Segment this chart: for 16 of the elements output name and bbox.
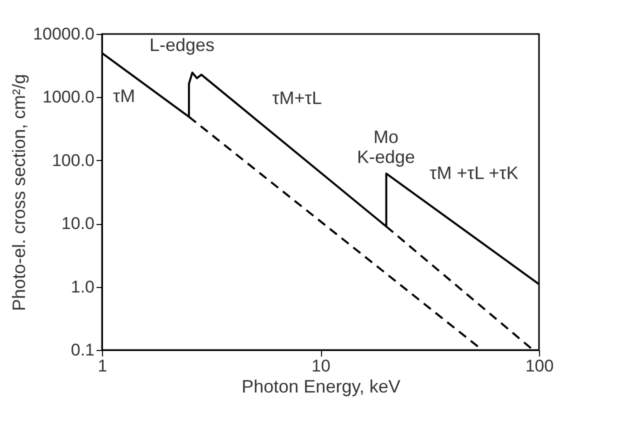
y-tick-label: 0.1: [70, 340, 94, 360]
y-tick-label: 10000.0: [33, 24, 94, 44]
x-tick-label: 1: [98, 356, 108, 376]
annotation: τM+τL: [272, 88, 322, 108]
x-tick-label: 10: [312, 356, 330, 376]
y-tick-label: 1000.0: [42, 88, 94, 107]
y-tick-label: 100.0: [52, 150, 94, 170]
x-tick-label: 100: [525, 356, 554, 376]
y-tick-label: 1.0: [70, 277, 94, 296]
annotation: L-edges: [149, 35, 215, 55]
annotation: Mo K-edge: [356, 127, 416, 167]
annotation: τM: [112, 86, 136, 106]
x-axis-title: Photon Energy, keV: [242, 376, 400, 396]
annotation: τM +τL +τK: [430, 163, 518, 183]
y-tick-label: 10.0: [61, 214, 94, 234]
y-axis-title: Photo-el. cross section, cm²/g: [9, 74, 30, 312]
